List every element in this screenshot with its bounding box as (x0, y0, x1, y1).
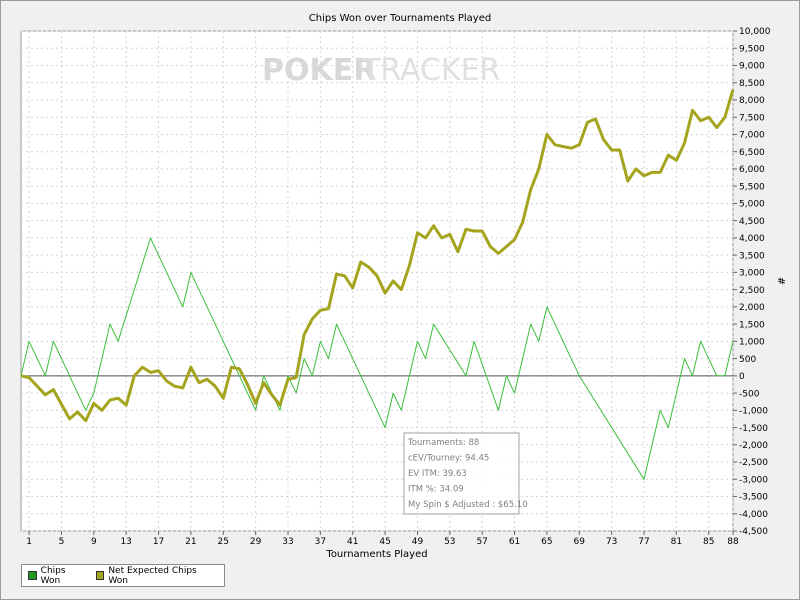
legend-swatch (95, 571, 105, 580)
legend-label: Chips Won (40, 565, 66, 586)
y-tick-label: 2,500 (739, 286, 765, 296)
y-tick-label: -3,500 (739, 493, 768, 503)
y-tick-label: -2,500 (739, 458, 768, 468)
y-tick-label: 7,000 (739, 131, 765, 141)
x-tick-label: 37 (315, 537, 326, 547)
y-axis-label: # (775, 277, 786, 285)
legend-swatch (28, 571, 37, 580)
series-layer (20, 89, 735, 480)
y-tick-label: 4,000 (739, 234, 765, 244)
y-tick-label: 10,000 (739, 27, 771, 37)
y-tick-label: 3,500 (739, 251, 765, 261)
x-tick-label: 77 (638, 537, 649, 547)
x-tick-label: 81 (671, 537, 682, 547)
chart-title: Chips Won over Tournaments Played (309, 13, 491, 24)
series-line-net-expected-chips-won (20, 89, 735, 423)
y-tick-label: -1,500 (739, 424, 768, 434)
legend: Chips Won Net Expected Chips Won (21, 564, 225, 587)
x-tick-label: 88 (727, 537, 739, 547)
stats-row: My Spin $ Adjusted : $65.10 (408, 500, 528, 510)
y-axis: -4,500 -4,000 -3,500 -3,000 -2,500 -2,000 -1,5… (733, 27, 771, 537)
y-tick-label: -4,500 (739, 527, 768, 537)
stats-row: EV ITM: 39.63 (408, 469, 467, 479)
x-tick-label: 73 (606, 537, 617, 547)
y-tick-label: -500 (739, 389, 760, 399)
watermark-poker: POKER (262, 53, 376, 88)
y-tick-label: -1,000 (739, 407, 768, 417)
y-tick-label: 9,000 (739, 62, 765, 72)
x-tick-label: 61 (509, 537, 520, 547)
x-tick-label: 85 (703, 537, 714, 547)
y-tick-label: 8,000 (739, 96, 765, 106)
x-axis: 1 5 9 13 17 21 25 29 33 37 41 45 49 53 57 61 65 69 73 77 81 8… (26, 531, 739, 547)
x-tick-label: 65 (541, 537, 552, 547)
y-tick-label: -3,000 (739, 475, 768, 485)
watermark: POKER TRACKER (262, 53, 500, 88)
legend-label: Net Expected Chips Won (108, 565, 197, 586)
legend-item: Chips Won (28, 566, 86, 586)
y-tick-label: 1,500 (739, 320, 765, 330)
y-tick-label: 500 (739, 355, 756, 365)
x-tick-label: 1 (26, 537, 32, 547)
plot-area (20, 30, 734, 532)
x-tick-label: 53 (444, 537, 455, 547)
x-tick-label: 41 (347, 537, 358, 547)
x-tick-label: 29 (250, 537, 262, 547)
x-axis-label: Tournaments Played (325, 549, 427, 560)
x-tick-label: 69 (574, 537, 586, 547)
x-tick-label: 13 (120, 537, 131, 547)
series-line-chips-won (20, 237, 734, 480)
stats-box-frame (403, 432, 520, 515)
legend-item: Net Expected Chips Won (95, 565, 214, 586)
y-tick-label: 5,000 (739, 200, 765, 210)
x-tick-label: 57 (476, 537, 487, 547)
watermark-tracker: TRACKER (361, 53, 500, 88)
y-tick-label: 5,500 (739, 182, 765, 192)
x-tick-label: 17 (153, 537, 164, 547)
x-tick-label: 21 (185, 537, 196, 547)
x-tick-label: 49 (412, 537, 424, 547)
y-tick-label: 7,500 (739, 113, 765, 123)
x-tick-label: 5 (59, 537, 65, 547)
stats-box: Tournaments: 88 cEV/Tourney: 94.45 EV ITM:… (403, 432, 528, 515)
y-tick-label: 3,000 (739, 269, 765, 279)
x-tick-label: 25 (218, 537, 229, 547)
x-tick-label: 33 (282, 537, 293, 547)
y-tick-label: 1,000 (739, 338, 765, 348)
stats-row: cEV/Tourney: 94.45 (408, 454, 489, 464)
x-tick-label: 9 (91, 537, 97, 547)
y-tick-label: 9,500 (739, 44, 765, 54)
y-tick-label: 2,000 (739, 303, 765, 313)
y-tick-label: 8,500 (739, 79, 765, 89)
y-tick-label: -4,000 (739, 510, 768, 520)
x-tick-label: 45 (379, 537, 390, 547)
y-tick-label: -2,000 (739, 441, 768, 451)
stats-row: Tournaments: 88 (407, 438, 479, 448)
y-tick-label: 0 (739, 372, 745, 382)
y-tick-label: 6,500 (739, 148, 765, 158)
y-tick-label: 6,000 (739, 165, 765, 175)
stats-row: ITM %: 34.09 (408, 485, 464, 495)
y-tick-label: 4,500 (739, 217, 765, 227)
